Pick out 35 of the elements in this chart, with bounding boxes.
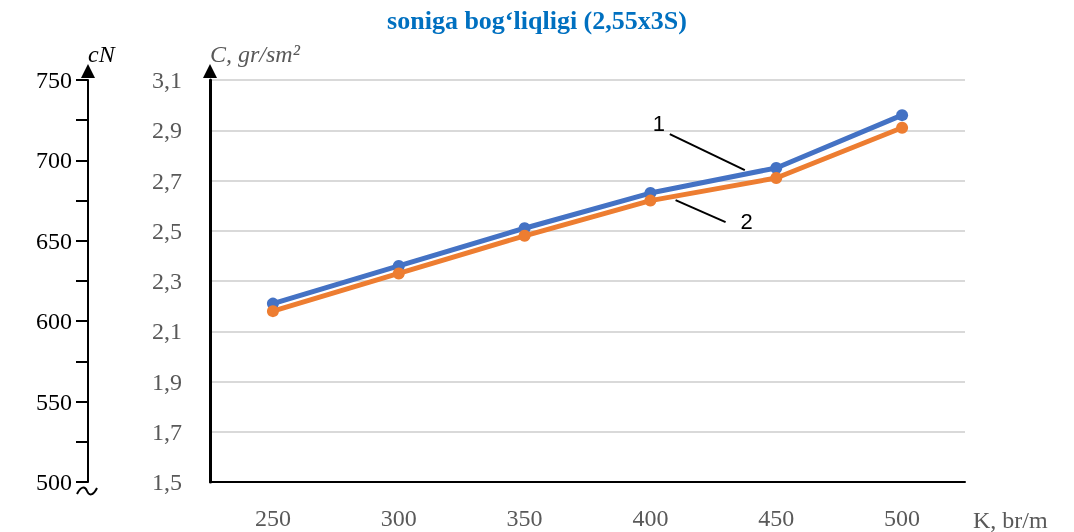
y-tick-label: 2,5 (152, 217, 182, 244)
x-tick-label: 250 (254, 505, 291, 531)
y2-axis-title: cN (88, 41, 117, 67)
x-tick-label: 300 (380, 505, 417, 531)
x-tick-label: 350 (506, 505, 543, 531)
y2-tick-label: 650 (36, 227, 72, 254)
y2-tick-label: 500 (36, 469, 72, 495)
series-label: 2 (740, 208, 753, 234)
point (644, 194, 657, 207)
y-tick-label: 2,1 (152, 318, 182, 345)
x-tick-label: 500 (884, 505, 921, 531)
y-tick-label: 1,9 (152, 368, 182, 395)
point (266, 305, 279, 318)
y-tick-label: 1,5 (152, 469, 182, 495)
y-tick-label: 2,7 (152, 167, 182, 194)
point (896, 109, 909, 122)
y2-tick-label: 700 (36, 147, 72, 174)
y-tick-label: 1,7 (152, 418, 182, 445)
y-tick-label: 2,3 (152, 268, 182, 294)
point (770, 171, 783, 184)
chart-title: soniga bog‘liqligi (2,55x3S) (387, 5, 687, 35)
x-tick-label: 400 (632, 505, 669, 531)
point (896, 121, 909, 134)
text: 1 (652, 110, 666, 136)
x-axis-title: K, br/m (973, 507, 1048, 532)
y2-tick-label: 550 (36, 388, 72, 415)
y-tick-label: 2,9 (152, 117, 182, 144)
y2-tick-label: 600 (36, 308, 72, 335)
point (518, 229, 531, 242)
point (392, 267, 405, 280)
x-tick-label: 450 (758, 505, 795, 531)
y-tick-label: 3,1 (152, 67, 182, 93)
y-axis-title: C, gr/sm² (210, 41, 301, 67)
y2-tick-label: 750 (36, 67, 72, 93)
point (770, 161, 783, 174)
